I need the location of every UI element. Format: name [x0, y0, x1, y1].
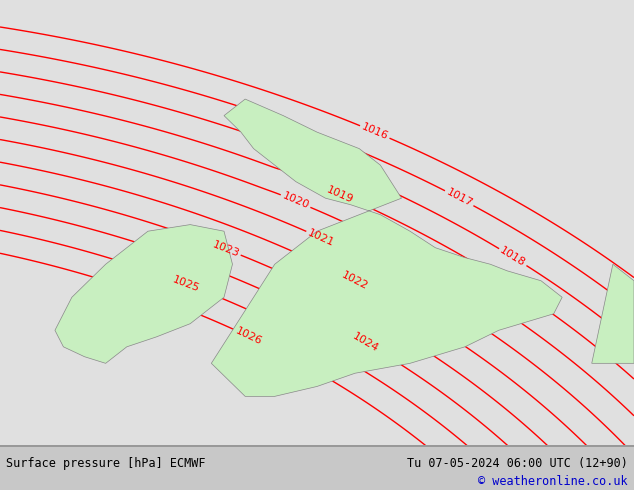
Text: 1020: 1020: [281, 191, 311, 211]
Text: 1023: 1023: [211, 240, 241, 259]
Text: 1018: 1018: [498, 245, 527, 269]
Text: 1026: 1026: [234, 326, 264, 347]
Polygon shape: [55, 224, 233, 363]
Polygon shape: [211, 99, 562, 396]
Polygon shape: [592, 264, 634, 363]
Text: Tu 07-05-2024 06:00 UTC (12+90): Tu 07-05-2024 06:00 UTC (12+90): [407, 457, 628, 469]
Text: Surface pressure [hPa] ECMWF: Surface pressure [hPa] ECMWF: [6, 457, 206, 469]
Text: 1024: 1024: [351, 331, 380, 354]
Text: 1021: 1021: [306, 227, 336, 248]
Text: 1025: 1025: [171, 274, 201, 294]
Text: 1022: 1022: [339, 270, 369, 292]
Text: 1017: 1017: [444, 187, 474, 209]
Text: © weatheronline.co.uk: © weatheronline.co.uk: [478, 475, 628, 488]
Text: 1019: 1019: [325, 184, 355, 205]
Text: 1016: 1016: [360, 122, 390, 142]
